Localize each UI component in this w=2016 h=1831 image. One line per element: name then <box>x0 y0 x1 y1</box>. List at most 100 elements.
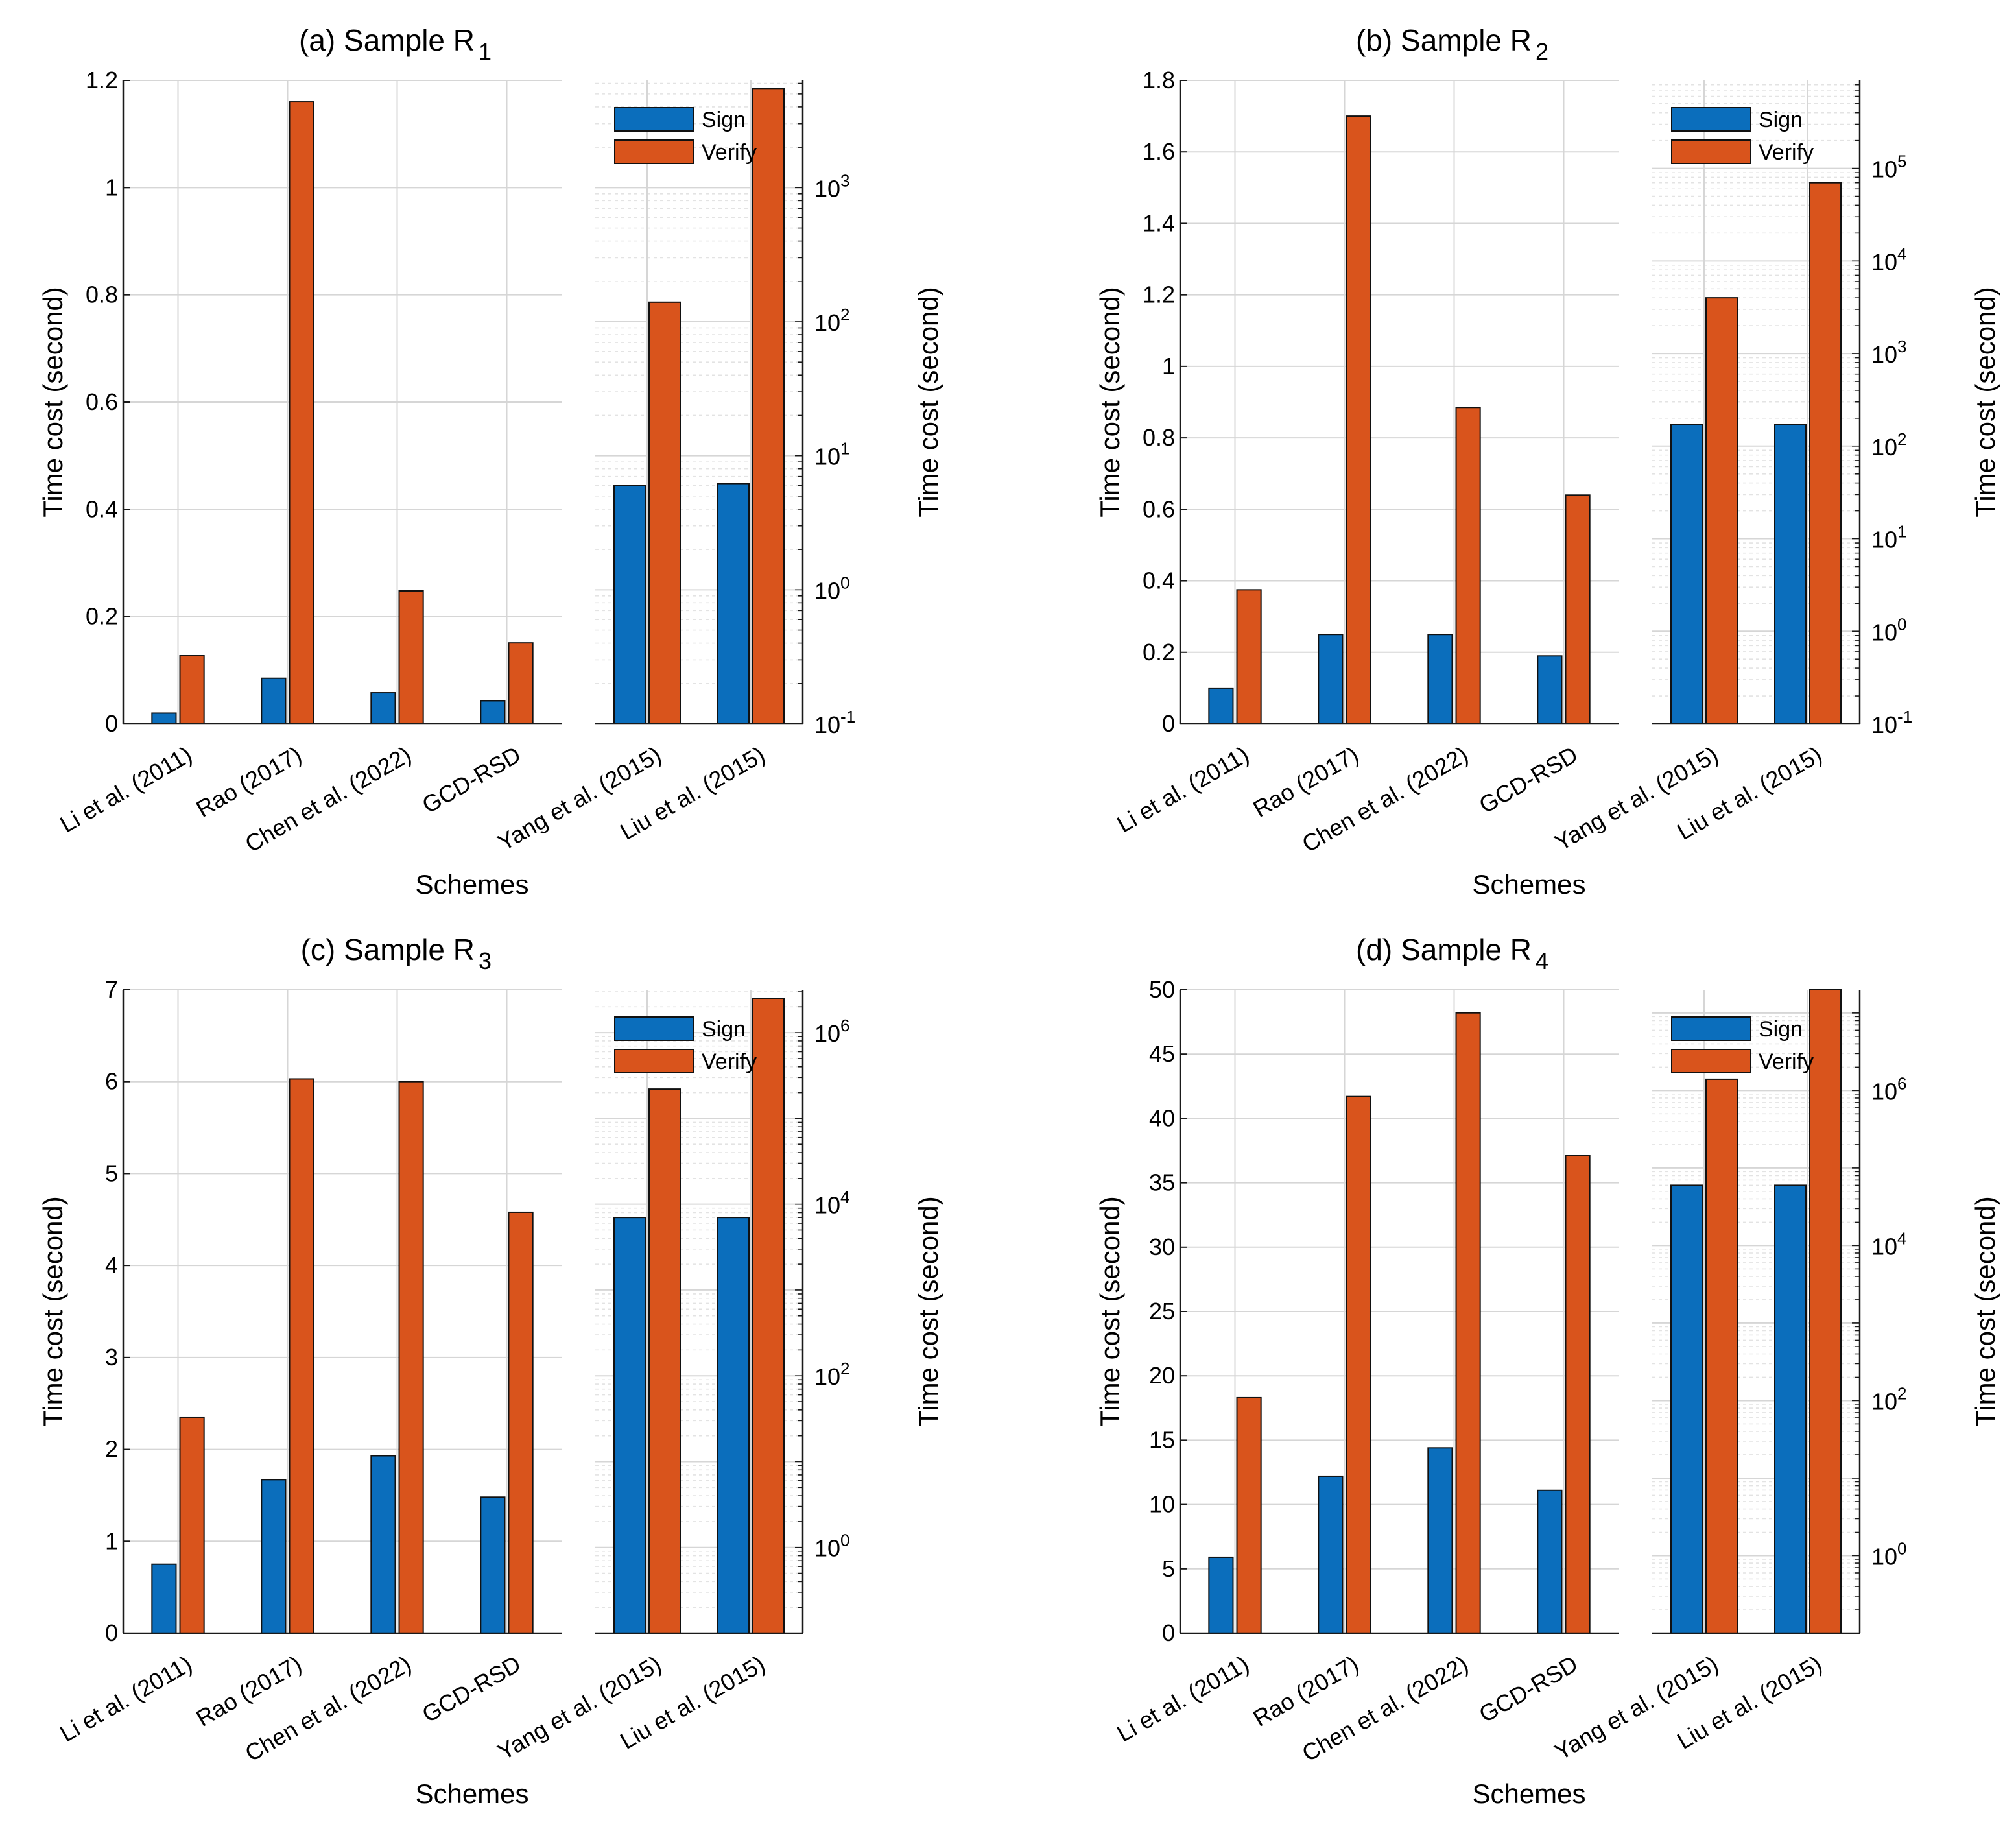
verify-legend-label: Verify <box>702 1049 757 1074</box>
log-tick-label: 104 <box>814 1188 850 1219</box>
sign-log-bar-2 <box>1774 424 1807 724</box>
y-tick-label: 15 <box>1149 1426 1175 1453</box>
y-axis-label: Time cost (second) <box>38 287 68 518</box>
y-tick-label: 1 <box>1162 353 1175 379</box>
log-tick-label: 101 <box>1871 522 1907 553</box>
log-tick-label: 100 <box>1871 1538 1907 1570</box>
x-tick-label: Li et al. (2011) <box>55 1650 196 1747</box>
verify-log-bar-2 <box>1809 182 1842 725</box>
verify-legend-swatch <box>1671 1049 1751 1073</box>
linear-grid <box>123 989 562 1634</box>
log-y-axis-label: Time cost (second) <box>913 287 943 518</box>
x-axis-label: Schemes <box>415 1778 528 1809</box>
linear-bars <box>151 101 534 725</box>
y-tick-label: 4 <box>105 1252 118 1278</box>
y-tick-label: 2 <box>105 1436 118 1463</box>
sign-bar-4 <box>1537 655 1563 724</box>
log-y-ticks: 10-1 100 101 102 103 104 105 <box>1852 84 1912 738</box>
panel-title: (a) Sample R <box>299 23 475 57</box>
log-tick-label: 102 <box>1871 429 1907 461</box>
linear-bars <box>1208 115 1591 725</box>
y-tick-label: 0.6 <box>86 389 118 415</box>
sign-bar-4 <box>480 700 506 725</box>
verify-bar-4 <box>508 1211 534 1634</box>
verify-legend-label: Verify <box>702 140 757 165</box>
verify-log-bar-1 <box>648 301 681 724</box>
verify-log-bar-1 <box>648 1088 681 1634</box>
verify-bar-1 <box>179 655 205 724</box>
verify-legend-swatch <box>1671 139 1751 164</box>
log-y-axis-label: Time cost (second) <box>1970 287 2000 518</box>
sign-bar-3 <box>1427 634 1453 724</box>
sign-legend-label: Sign <box>702 1017 746 1042</box>
x-axis-label: Schemes <box>1472 869 1585 900</box>
linear-y-ticks: 0 1 2 3 4 5 6 7 <box>105 976 130 1646</box>
log-tick-label: 106 <box>814 1016 850 1047</box>
x-axis-label: Schemes <box>415 869 528 900</box>
verify-legend-label: Verify <box>1759 1049 1814 1074</box>
legend: Sign Verify <box>1671 1016 1814 1074</box>
x-tick-label: GCD-RSD <box>418 741 525 819</box>
sign-log-bar-2 <box>1774 1184 1807 1634</box>
log-tick-label: 102 <box>814 1359 850 1390</box>
sign-bar-1 <box>1208 687 1234 725</box>
sign-legend-swatch <box>614 1016 694 1041</box>
log-category-labels: Yang et al. (2015)Liu et al. (2015) <box>493 741 769 856</box>
log-tick-label: 104 <box>1871 244 1907 275</box>
sign-bar-2 <box>1318 1475 1344 1634</box>
sign-legend-label: Sign <box>702 108 746 132</box>
y-axis-label: Time cost (second) <box>1095 1196 1125 1427</box>
y-tick-label: 0.2 <box>86 603 118 630</box>
y-tick-label: 0.4 <box>86 496 118 522</box>
sign-log-bar-1 <box>613 1217 646 1634</box>
log-tick-label: 106 <box>1871 1073 1907 1105</box>
x-tick-label: Li et al. (2011) <box>1112 741 1253 837</box>
verify-bar-1 <box>1236 1396 1262 1634</box>
y-tick-label: 45 <box>1149 1040 1175 1067</box>
log-bars <box>1670 182 1842 725</box>
sign-log-bar-1 <box>1670 1184 1703 1634</box>
log-tick-label: 101 <box>814 439 850 470</box>
panel-title: (b) Sample R <box>1356 23 1532 57</box>
linear-grid <box>1180 989 1619 1634</box>
sign-bar-1 <box>151 1563 177 1634</box>
sign-bar-4 <box>480 1496 506 1634</box>
verify-bar-2 <box>1346 115 1371 725</box>
y-tick-label: 5 <box>1162 1555 1175 1582</box>
verify-legend-swatch <box>614 1049 694 1073</box>
sign-legend-swatch <box>1671 107 1751 132</box>
y-tick-label: 1 <box>105 1527 118 1554</box>
verify-log-bar-2 <box>752 998 785 1634</box>
y-tick-label: 40 <box>1149 1105 1175 1131</box>
y-tick-label: 1.2 <box>1143 281 1175 308</box>
chart-panel-4: 0 5 10 15 20 25 30 35 40 45 50 Li et al. (2011)Rao … <box>1095 933 2000 1809</box>
sign-legend-label: Sign <box>1759 1017 1803 1042</box>
log-tick-label: 100 <box>814 1531 850 1562</box>
y-tick-label: 5 <box>105 1160 118 1186</box>
verify-bar-1 <box>179 1416 205 1634</box>
y-tick-label: 0.8 <box>1143 424 1175 451</box>
sign-bar-2 <box>261 677 287 724</box>
y-tick-label: 35 <box>1149 1169 1175 1196</box>
log-tick-label: 102 <box>814 305 850 336</box>
y-tick-label: 0.4 <box>1143 568 1175 594</box>
linear-category-labels: Li et al. (2011)Rao (2017)Chen et al. (2… <box>1112 741 1582 857</box>
y-tick-label: 50 <box>1149 976 1175 1003</box>
y-tick-label: 1.2 <box>86 67 118 93</box>
chart-panel-1: 0 0.2 0.4 0.6 0.8 1 1.2 Li et al. (2011)Rao (20… <box>38 23 943 900</box>
sign-bar-1 <box>1208 1556 1234 1634</box>
x-axis-label: Schemes <box>1472 1778 1585 1809</box>
y-tick-label: 0 <box>105 1620 118 1646</box>
log-y-axis-label: Time cost (second) <box>1970 1196 2000 1427</box>
verify-bar-3 <box>398 1081 424 1634</box>
linear-category-labels: Li et al. (2011)Rao (2017)Chen et al. (2… <box>55 741 525 857</box>
log-tick-label: 103 <box>1871 337 1907 368</box>
verify-legend-swatch <box>614 139 694 164</box>
panel-title-subscript: 2 <box>1536 38 1548 65</box>
chart-panel-2: 0 0.2 0.4 0.6 0.8 1 1.2 1.4 1.6 1.8 Li et al. (201… <box>1095 23 2000 900</box>
log-tick-label: 105 <box>1871 152 1907 183</box>
verify-log-bar-2 <box>752 88 785 724</box>
sign-log-bar-1 <box>1670 424 1703 724</box>
y-tick-label: 30 <box>1149 1234 1175 1260</box>
log-category-labels: Yang et al. (2015)Liu et al. (2015) <box>1550 1650 1826 1765</box>
